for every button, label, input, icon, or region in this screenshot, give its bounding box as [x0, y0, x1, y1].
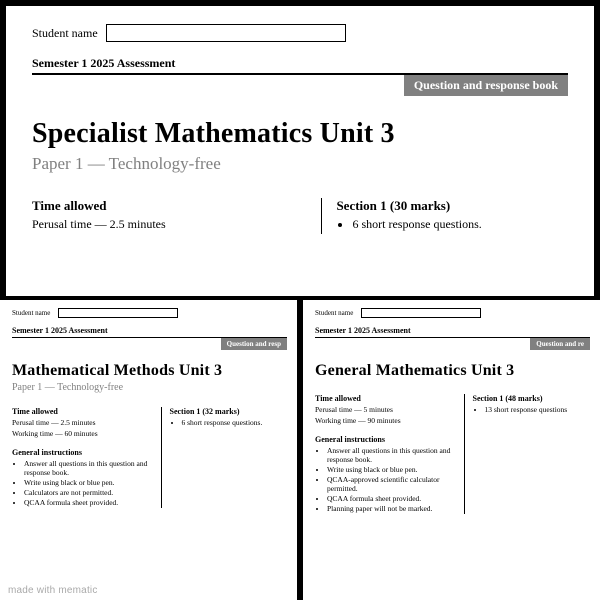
semester-heading: Semester 1 2025 Assessment	[32, 56, 568, 71]
general-instructions-list: Answer all questions in this question an…	[12, 459, 149, 507]
book-type-badge: Question and re	[530, 338, 590, 350]
instruction-item: QCAA formula sheet provided.	[327, 494, 452, 503]
subject-title: General Mathematics Unit 3	[315, 362, 590, 380]
time-allowed-heading: Time allowed	[12, 407, 149, 416]
info-columns: Time allowed Perusal time — 2.5 minutes …	[12, 407, 287, 508]
section-list: 6 short response questions.	[336, 217, 568, 232]
perusal-time: Perusal time — 2.5 minutes	[32, 217, 309, 232]
instruction-item: Planning paper will not be marked.	[327, 504, 452, 513]
general-instructions-list: Answer all questions in this question an…	[315, 446, 452, 513]
time-allowed-heading: Time allowed	[315, 394, 452, 403]
watermark-text: made with mematic	[8, 585, 98, 596]
time-allowed-col: Time allowed Perusal time — 5 minutes Wo…	[315, 394, 464, 514]
student-name-input-box[interactable]	[361, 308, 481, 318]
info-columns: Time allowed Perusal time — 2.5 minutes …	[32, 198, 568, 234]
subject-title: Mathematical Methods Unit 3	[12, 362, 287, 380]
book-type-badge: Question and response book	[404, 75, 568, 96]
semester-heading: Semester 1 2025 Assessment	[315, 326, 590, 335]
badge-row: Question and re	[315, 338, 590, 350]
section-col: Section 1 (48 marks) 13 short response q…	[464, 394, 591, 514]
general-instructions-heading: General instructions	[12, 448, 149, 457]
time-allowed-heading: Time allowed	[32, 198, 309, 214]
instruction-item: Write using black or blue pen.	[327, 465, 452, 474]
time-allowed-col: Time allowed Perusal time — 2.5 minutes	[32, 198, 321, 234]
student-name-label: Student name	[315, 309, 353, 317]
section-list: 13 short response questions	[473, 405, 591, 414]
working-time: Working time — 90 minutes	[315, 416, 452, 425]
section-col: Section 1 (32 marks) 6 short response qu…	[161, 407, 288, 508]
section-heading: Section 1 (48 marks)	[473, 394, 591, 403]
working-time: Working time — 60 minutes	[12, 429, 149, 438]
cover-general-maths: Student name Semester 1 2025 Assessment …	[303, 300, 600, 600]
instruction-item: Answer all questions in this question an…	[24, 459, 149, 477]
section-item: 6 short response questions.	[182, 418, 288, 427]
section-col: Section 1 (30 marks) 6 short response qu…	[321, 198, 568, 234]
general-instructions-heading: General instructions	[315, 435, 452, 444]
time-allowed-col: Time allowed Perusal time — 2.5 minutes …	[12, 407, 161, 508]
section-heading: Section 1 (30 marks)	[336, 198, 568, 214]
student-name-row: Student name	[315, 308, 590, 318]
section-heading: Section 1 (32 marks)	[170, 407, 288, 416]
student-name-input-box[interactable]	[106, 24, 346, 42]
instruction-item: Answer all questions in this question an…	[327, 446, 452, 464]
student-name-row: Student name	[32, 24, 568, 42]
cover-math-methods: Student name Semester 1 2025 Assessment …	[0, 300, 297, 600]
student-name-label: Student name	[12, 309, 50, 317]
instruction-item: QCAA-approved scientific calculator perm…	[327, 475, 452, 493]
badge-row: Question and resp	[12, 338, 287, 350]
student-name-label: Student name	[32, 26, 98, 41]
paper-subtitle: Paper 1 — Technology-free	[12, 382, 287, 393]
paper-subtitle: Paper 1 — Technology-free	[32, 154, 568, 174]
semester-heading: Semester 1 2025 Assessment	[12, 326, 287, 335]
book-type-badge: Question and resp	[221, 338, 287, 350]
info-columns: Time allowed Perusal time — 5 minutes Wo…	[315, 394, 590, 514]
badge-row: Question and response book	[32, 75, 568, 96]
instruction-item: Calculators are not permitted.	[24, 488, 149, 497]
instruction-item: Write using black or blue pen.	[24, 478, 149, 487]
section-item: 13 short response questions	[485, 405, 591, 414]
subject-title: Specialist Mathematics Unit 3	[32, 118, 568, 150]
student-name-input-box[interactable]	[58, 308, 178, 318]
section-list: 6 short response questions.	[170, 418, 288, 427]
perusal-time: Perusal time — 2.5 minutes	[12, 418, 149, 427]
section-item: 6 short response questions.	[352, 217, 568, 232]
perusal-time: Perusal time — 5 minutes	[315, 405, 452, 414]
student-name-row: Student name	[12, 308, 287, 318]
cover-specialist-maths: Student name Semester 1 2025 Assessment …	[6, 6, 594, 296]
instruction-item: QCAA formula sheet provided.	[24, 498, 149, 507]
